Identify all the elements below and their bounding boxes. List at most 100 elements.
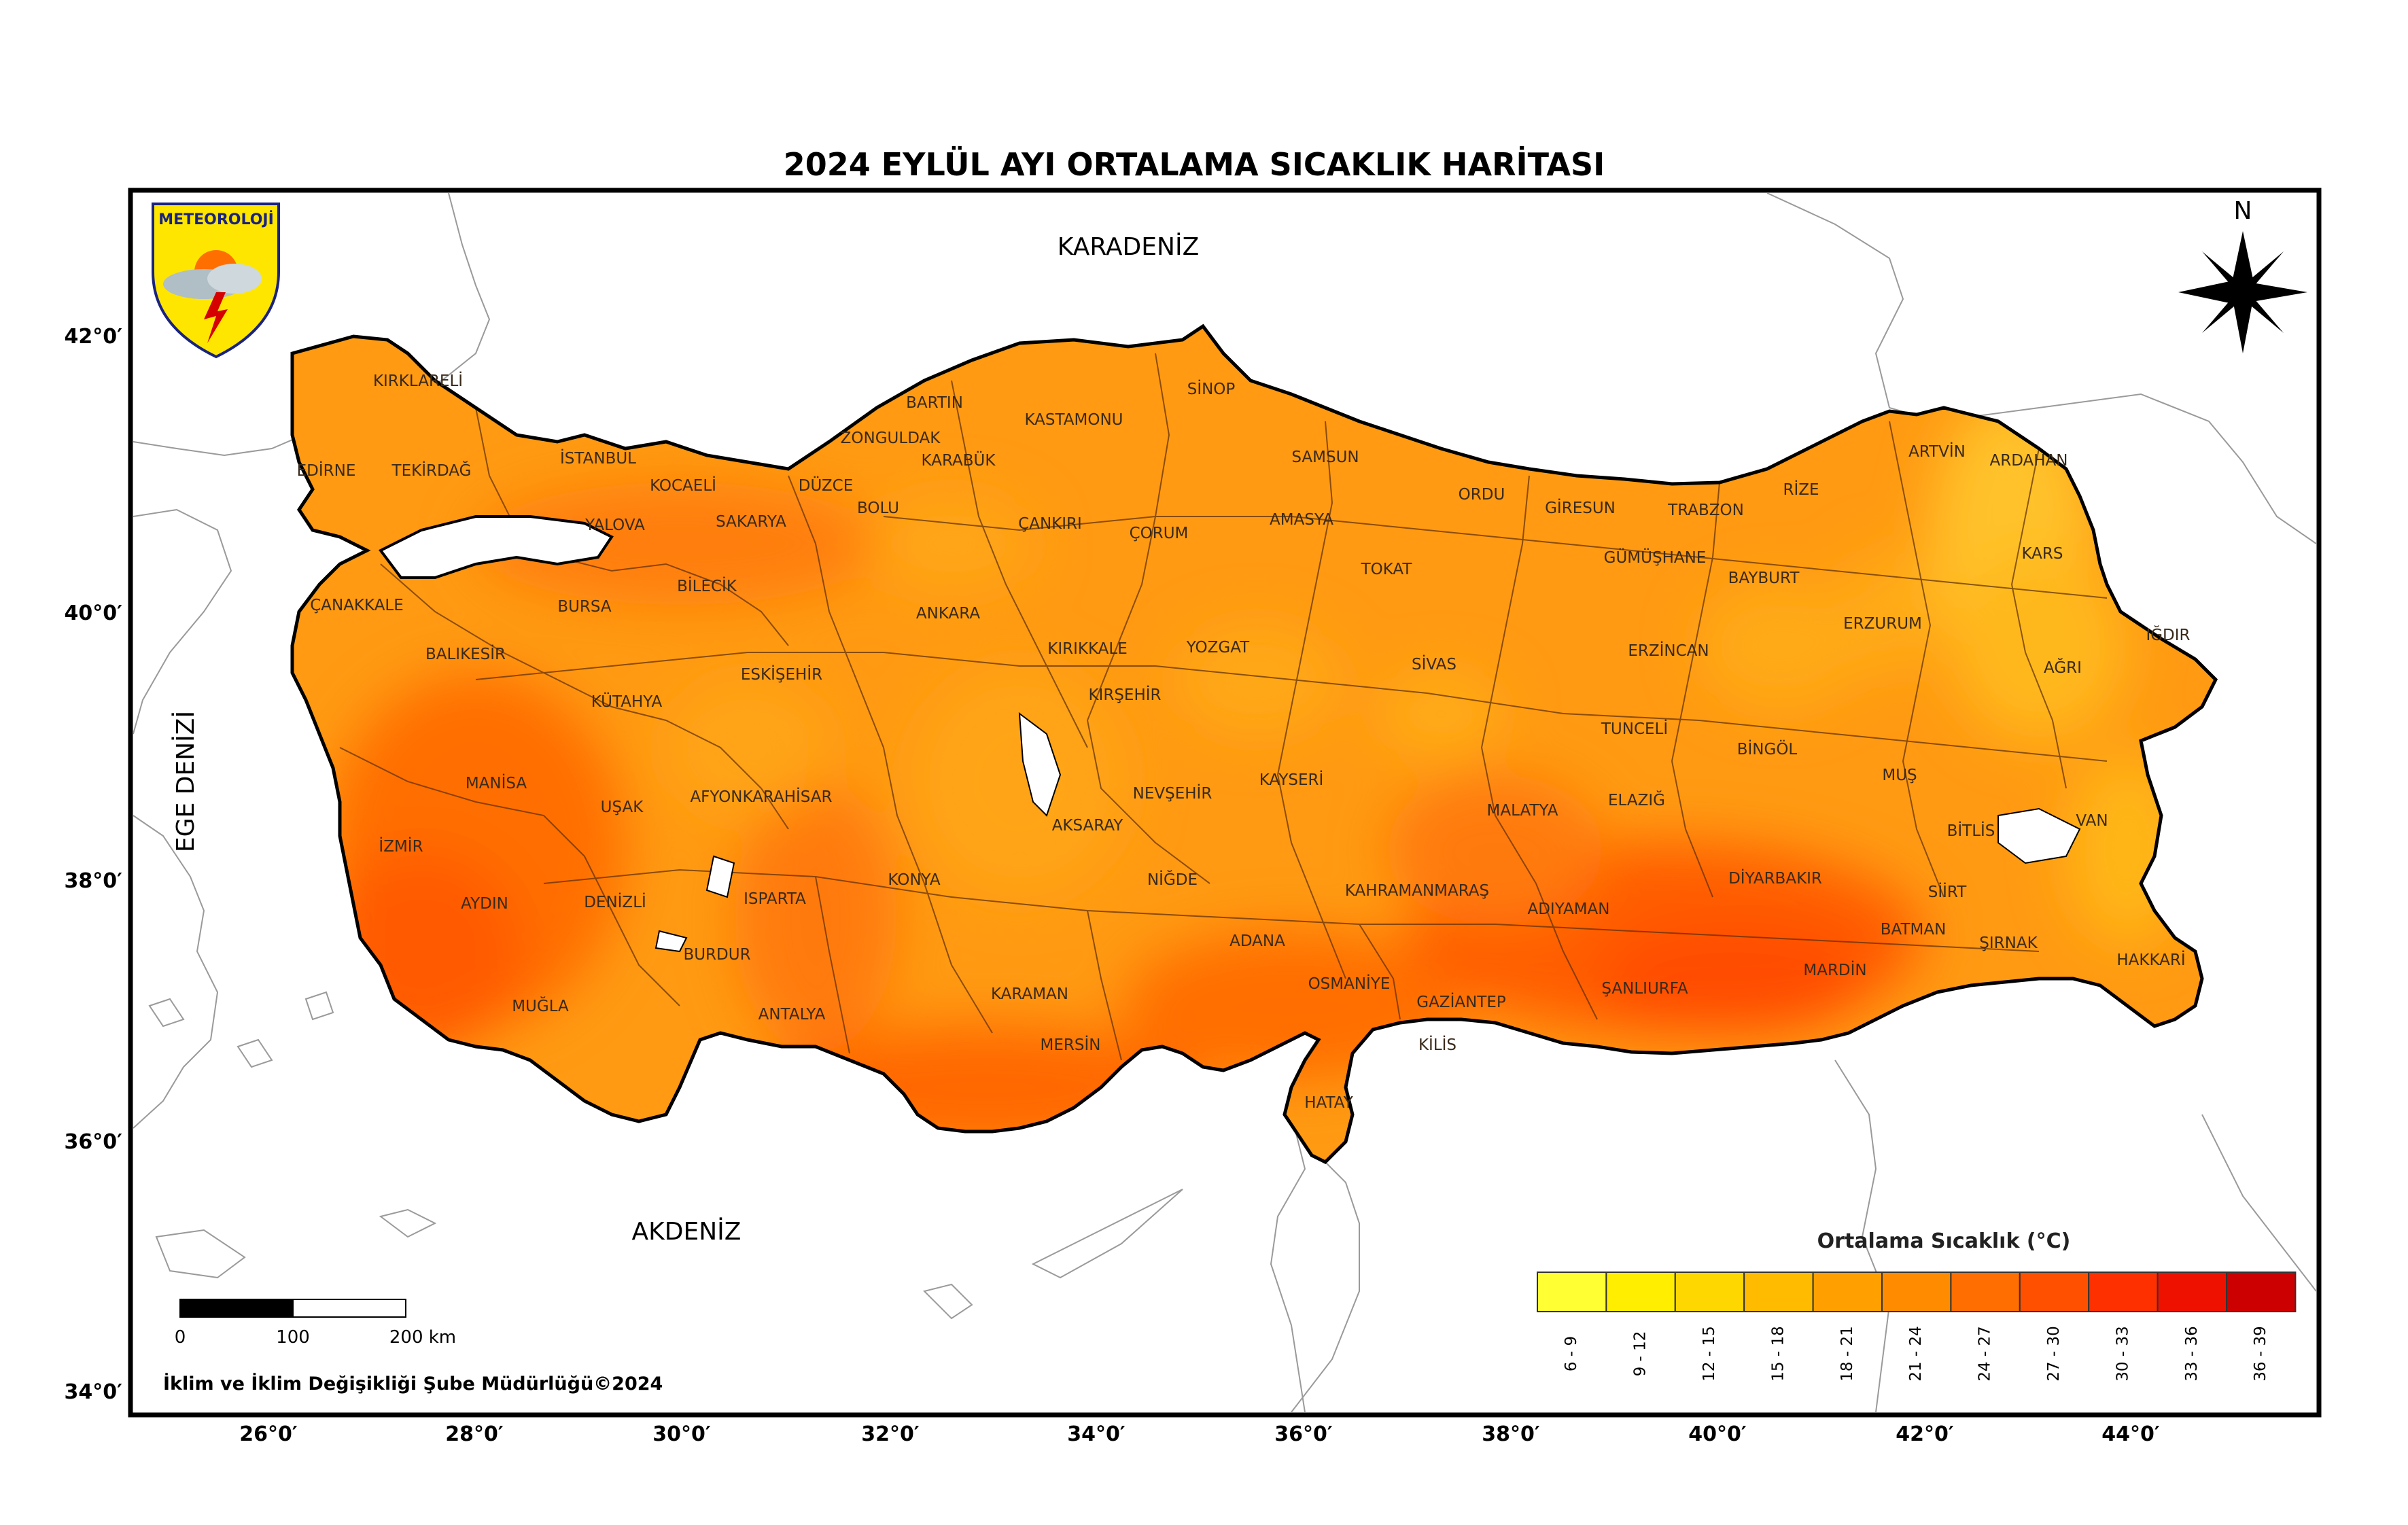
province-label-51: DİYARBAKIR xyxy=(1728,869,1822,888)
province-label-40: TUNCELİ xyxy=(1601,719,1668,738)
longitude-label-0: 26°0′ xyxy=(239,1422,298,1446)
province-label-14: SAMSUN xyxy=(1291,449,1359,466)
legend-swatch-7 xyxy=(2019,1272,2090,1312)
north-arrow: N xyxy=(2178,197,2307,353)
province-label-18: ORDU xyxy=(1459,486,1505,504)
province-label-35: ANKARA xyxy=(916,605,980,623)
temperature-field xyxy=(292,326,2216,1162)
province-label-67: ISPARTA xyxy=(744,890,806,908)
marmara-sea xyxy=(378,515,614,579)
province-label-47: ŞIRNAK xyxy=(1979,934,2038,952)
province-label-63: KONYA xyxy=(888,871,940,889)
province-label-74: KÜTAHYA xyxy=(591,692,663,711)
legend-swatch-6 xyxy=(1950,1272,2021,1312)
province-label-73: ÇANAKKALE xyxy=(310,597,404,614)
province-label-58: HATAY xyxy=(1304,1094,1353,1112)
legend-label-8: 30 - 33 xyxy=(2114,1326,2131,1381)
longitude-label-9: 44°0′ xyxy=(2101,1422,2160,1446)
province-label-49: BATMAN xyxy=(1881,921,1947,939)
neighbor-outlines xyxy=(133,193,2316,1412)
province-label-3: İSTANBUL xyxy=(560,449,636,468)
province-label-4: KOCAELİ xyxy=(650,476,716,495)
province-label-66: BURDUR xyxy=(683,946,750,964)
province-label-26: AĞRI xyxy=(2044,658,2082,677)
province-label-70: BİLECİK xyxy=(677,576,737,595)
scale-label-200: 200 km xyxy=(389,1327,456,1348)
province-label-15: ÇANKIRI xyxy=(1018,515,1082,533)
province-label-60: MERSİN xyxy=(1041,1035,1101,1054)
legend-swatch-9 xyxy=(2157,1272,2228,1312)
longitude-label-8: 42°0′ xyxy=(1896,1422,1954,1446)
province-label-48: SİİRT xyxy=(1928,882,1967,901)
province-label-55: GAZİANTEP xyxy=(1416,992,1506,1011)
province-label-50: MARDİN xyxy=(1803,960,1866,979)
sea-label-aegean: EGE DENİZİ xyxy=(171,711,200,852)
province-label-5: YALOVA xyxy=(584,516,645,534)
province-label-56: KİLİS xyxy=(1418,1035,1456,1054)
province-label-44: BİTLİS xyxy=(1947,821,1995,840)
map-content: KARADENİZ EGE DENİZİ AKDENİZ KIRKLARELİ E… xyxy=(133,193,2316,1412)
province-label-80: MUĞLA xyxy=(512,996,569,1015)
province-label-71: BURSA xyxy=(557,598,612,616)
logo-lightning-icon xyxy=(204,292,228,343)
province-label-28: BAYBURT xyxy=(1728,569,1800,587)
latitude-label-4: 34°0′ xyxy=(64,1380,122,1404)
legend-swatch-1 xyxy=(1605,1272,1676,1312)
province-label-46: HAKKARİ xyxy=(2116,950,2185,969)
longitude-label-4: 34°0′ xyxy=(1067,1422,1126,1446)
province-label-25: IĞDIR xyxy=(2146,625,2190,644)
province-label-54: KAHRAMANMARAŞ xyxy=(1345,882,1489,900)
latitude-label-0: 42°0′ xyxy=(64,325,122,349)
legend: Ortalama Sıcaklık (°C) 6 - 9 9 - 12 12 - 1… xyxy=(1537,1229,2297,1382)
legend-label-10: 36 - 39 xyxy=(2252,1326,2269,1381)
latitude-label-3: 36°0′ xyxy=(64,1130,122,1154)
province-label-12: KASTAMONU xyxy=(1025,411,1123,429)
lake-van xyxy=(1997,807,2081,864)
logo-text: METEOROLOJİ xyxy=(158,211,274,228)
province-label-22: ARTVİN xyxy=(1908,442,1966,461)
province-label-68: AFYONKARAHİSAR xyxy=(690,787,832,806)
province-label-78: AYDIN xyxy=(461,895,508,913)
province-label-7: DÜZCE xyxy=(799,476,854,495)
province-label-61: NİĞDE xyxy=(1147,870,1198,889)
province-label-75: UŞAK xyxy=(601,799,644,816)
province-label-0: KIRKLARELİ xyxy=(373,371,463,390)
province-label-65: ANTALYA xyxy=(758,1006,826,1023)
logo-band xyxy=(155,206,277,229)
province-label-30: ERZİNCAN xyxy=(1628,641,1709,660)
legend-swatch-2 xyxy=(1674,1272,1745,1312)
north-arrow-label: N xyxy=(2234,197,2252,225)
longitude-label-2: 30°0′ xyxy=(652,1422,711,1446)
legend-label-5: 21 - 24 xyxy=(1907,1326,1925,1381)
province-label-19: GİRESUN xyxy=(1545,498,1616,517)
longitude-labels: 26°0′ 28°0′ 30°0′ 32°0′ 34°0′ 36°0′ 38°0′ 40°0′… xyxy=(239,1422,2160,1446)
province-label-57: OSMANİYE xyxy=(1308,974,1391,993)
province-label-32: SİVAS xyxy=(1412,654,1456,673)
sea-label-mediterranean: AKDENİZ xyxy=(632,1217,741,1246)
province-labels: KIRKLARELİ EDİRNE TEKİRDAĞ İSTANBUL KOCAELİ Y… xyxy=(297,371,2191,1112)
legend-label-7: 27 - 30 xyxy=(2045,1326,2063,1381)
province-label-62: AKSARAY xyxy=(1052,817,1124,835)
province-label-41: ELAZIĞ xyxy=(1608,790,1665,809)
province-label-39: MALATYA xyxy=(1487,802,1558,820)
province-label-24: KARS xyxy=(2022,545,2063,563)
province-label-43: MUŞ xyxy=(1882,767,1917,784)
province-label-21: RİZE xyxy=(1783,480,1819,499)
legend-swatch-3 xyxy=(1743,1272,1814,1312)
province-label-45: VAN xyxy=(2076,812,2108,830)
province-label-37: NEVŞEHİR xyxy=(1133,784,1212,803)
province-label-77: İZMİR xyxy=(379,837,423,856)
province-label-42: BİNGÖL xyxy=(1737,739,1798,758)
province-label-38: KAYSERİ xyxy=(1259,770,1324,789)
longitude-label-6: 38°0′ xyxy=(1482,1422,1540,1446)
province-label-64: KARAMAN xyxy=(991,985,1068,1003)
longitude-label-5: 36°0′ xyxy=(1274,1422,1333,1446)
legend-label-4: 18 - 21 xyxy=(1838,1326,1856,1381)
lake-burdur xyxy=(655,930,688,953)
legend-label-3: 15 - 18 xyxy=(1769,1326,1787,1381)
province-label-33: YOZGAT xyxy=(1186,639,1250,656)
sea-label-black-sea: KARADENİZ xyxy=(1058,232,1199,261)
legend-swatches: 6 - 9 9 - 12 12 - 15 15 - 18 18 - 21 21 - 24 2… xyxy=(1537,1272,2297,1382)
legend-swatch-4 xyxy=(1812,1272,1883,1312)
